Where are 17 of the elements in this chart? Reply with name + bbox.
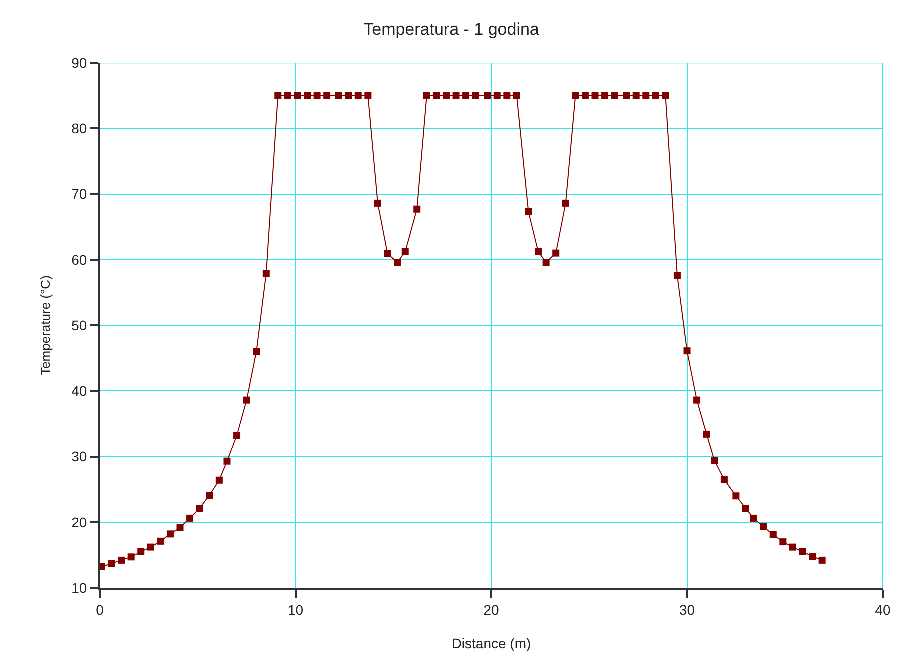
y-tick-label: 50	[72, 317, 88, 334]
y-tick-label: 30	[72, 448, 88, 465]
y-tick-label: 20	[72, 514, 88, 530]
y-axis-title: Temperature (°C)	[38, 276, 54, 376]
x-tick-label: 40	[875, 602, 891, 618]
y-tick-label: 80	[72, 120, 88, 137]
y-tick-label: 10	[72, 580, 88, 596]
y-tick-label: 40	[72, 383, 88, 400]
x-axis-title: Distance (m)	[452, 636, 532, 652]
y-tick-label: 60	[72, 252, 88, 268]
y-tick-label: 90	[72, 54, 88, 71]
y-tick-label: 70	[72, 186, 88, 202]
x-tick-label: 20	[484, 602, 500, 618]
chart-title: Temperatura - 1 godina	[364, 20, 540, 40]
x-tick-label: 0	[96, 602, 104, 618]
x-tick-label: 30	[679, 602, 696, 618]
x-tick-label: 10	[288, 602, 304, 618]
